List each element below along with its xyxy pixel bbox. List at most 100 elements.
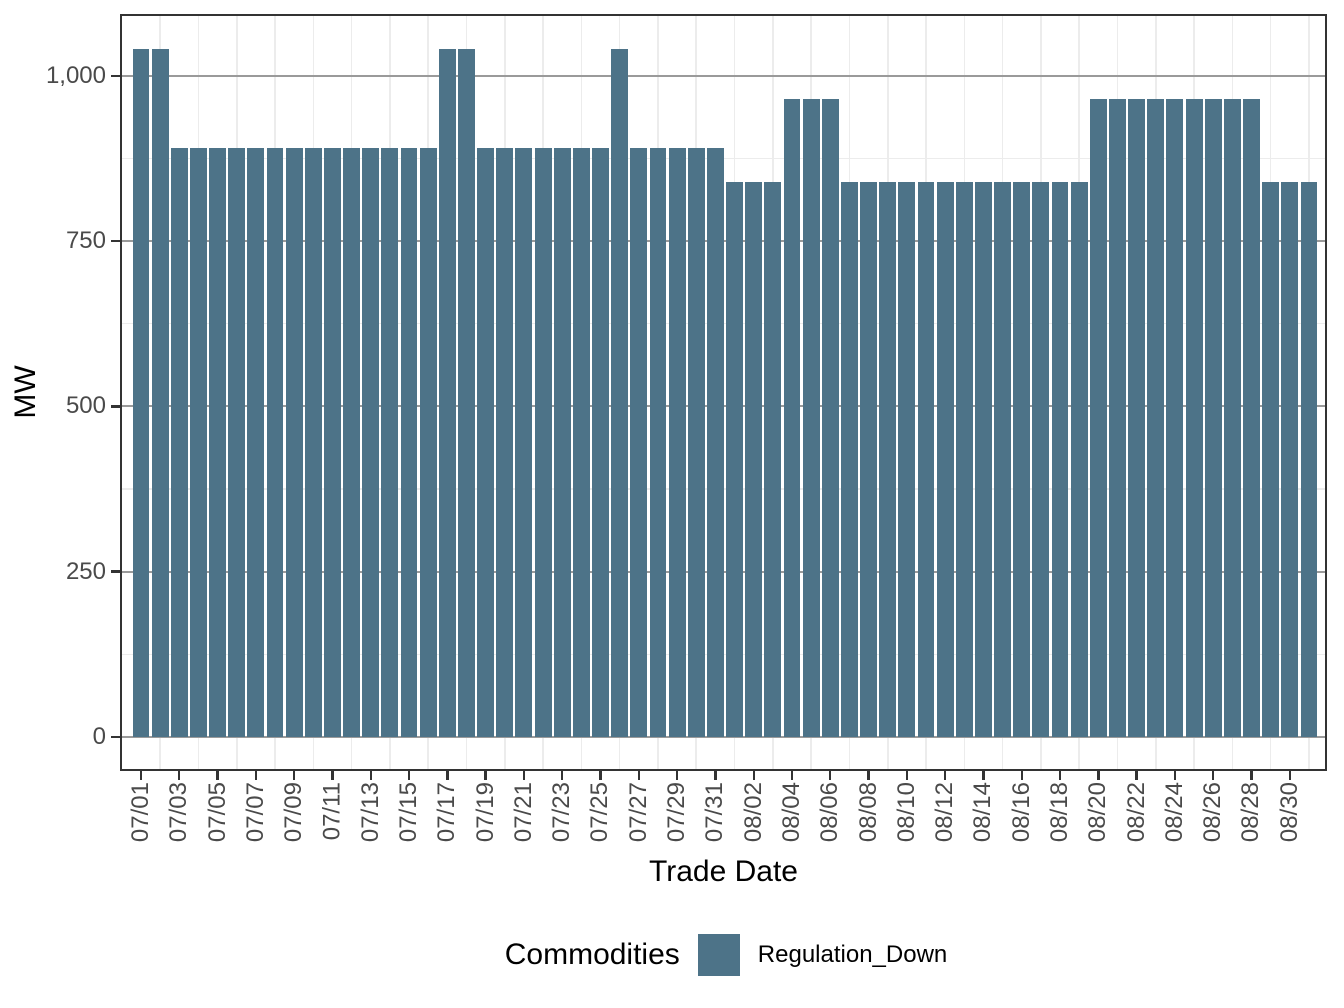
x-tick-label-text: 07/13 — [356, 782, 384, 843]
x-tick-label-text: 08/12 — [931, 782, 959, 843]
x-tick-label-text: 08/16 — [1007, 782, 1035, 843]
x-tick-mark — [139, 771, 143, 780]
bar — [860, 181, 878, 737]
legend-item-label: Regulation_Down — [757, 941, 948, 968]
bar — [1243, 98, 1260, 737]
x-tick-mark — [1135, 771, 1138, 780]
bar — [592, 148, 609, 737]
legend-key-swatch — [697, 934, 740, 976]
bar — [955, 181, 973, 737]
h-gridline-major — [120, 736, 1327, 738]
x-tick-mark — [637, 771, 640, 780]
x-tick-label-text: 08/22 — [1122, 782, 1150, 843]
bar — [189, 148, 207, 737]
x-tick-mark — [1288, 771, 1291, 780]
bar — [668, 148, 686, 737]
x-tick-mark — [943, 771, 947, 780]
x-tick-label-text: 08/24 — [1160, 782, 1188, 843]
bar — [515, 148, 533, 737]
x-tick-label-text: 07/03 — [165, 782, 193, 843]
bar — [1147, 98, 1165, 737]
x-tick-mark — [599, 771, 602, 780]
x-tick-label-text: 07/29 — [663, 782, 691, 843]
bar — [1300, 181, 1318, 737]
x-tick-label-text: 07/11 — [318, 782, 346, 841]
x-tick-mark — [484, 771, 487, 780]
bar — [1281, 181, 1299, 737]
x-tick-label-text: 08/14 — [969, 782, 997, 843]
x-tick-mark — [1058, 771, 1062, 780]
x-tick-mark — [254, 771, 258, 780]
bar — [1089, 98, 1107, 737]
legend-title: Commodities — [504, 938, 680, 971]
x-tick-label-text: 07/15 — [395, 782, 423, 843]
bar — [1185, 98, 1203, 737]
x-tick-mark — [216, 771, 219, 780]
x-tick-label-text: 07/09 — [280, 782, 308, 843]
x-tick-label-text: 07/27 — [624, 782, 652, 843]
x-tick-mark — [1250, 771, 1253, 780]
bar — [1223, 98, 1241, 737]
y-tick-label: 0 — [92, 723, 106, 750]
x-axis-title: Trade Date — [649, 855, 798, 888]
bar — [726, 181, 743, 737]
x-tick-mark — [867, 771, 870, 780]
bar — [247, 148, 265, 737]
bar — [1204, 98, 1222, 737]
x-tick-mark — [369, 771, 372, 780]
x-tick-mark — [331, 771, 334, 780]
x-tick-mark — [714, 771, 717, 780]
x-tick-label-text: 08/26 — [1199, 782, 1227, 843]
bar — [1166, 98, 1184, 737]
bar — [1109, 98, 1126, 737]
x-tick-mark — [829, 771, 832, 780]
bar — [1051, 181, 1069, 737]
x-tick-label-text: 08/06 — [816, 782, 844, 843]
plot-panel — [120, 14, 1327, 771]
x-tick-mark — [982, 771, 985, 780]
bar — [572, 148, 590, 737]
bar — [381, 148, 399, 737]
x-tick-mark — [790, 771, 794, 780]
x-tick-mark — [292, 771, 296, 780]
x-tick-label-text: 08/04 — [777, 782, 805, 843]
x-tick-mark — [522, 771, 526, 780]
x-tick-label-text: 07/23 — [548, 782, 576, 843]
bar — [266, 148, 284, 737]
x-tick-mark — [1097, 771, 1100, 780]
y-tick-label: 750 — [65, 227, 106, 255]
x-tick-mark — [752, 771, 755, 780]
bar — [783, 98, 801, 737]
x-tick-label-text: 08/30 — [1275, 782, 1303, 843]
x-tick-mark — [1212, 771, 1215, 780]
bar — [917, 181, 935, 737]
y-tick-mark — [111, 405, 120, 408]
bar — [285, 148, 303, 737]
bar — [553, 148, 571, 737]
bar — [975, 181, 992, 737]
x-tick-label-text: 08/08 — [854, 782, 882, 843]
x-tick-mark — [675, 771, 679, 780]
bar — [1013, 181, 1031, 737]
x-tick-label-text: 08/10 — [892, 782, 920, 843]
x-tick-mark — [446, 771, 449, 780]
bar — [611, 49, 629, 737]
x-tick-label-text: 07/05 — [203, 782, 231, 843]
y-tick-label: 1,000 — [45, 61, 106, 89]
bar — [687, 148, 705, 737]
x-tick-label-text: 08/02 — [739, 782, 767, 843]
bar — [821, 98, 839, 737]
bar — [343, 148, 361, 737]
bar — [879, 181, 897, 737]
x-tick-label-text: 07/01 — [127, 782, 154, 843]
bar — [630, 148, 648, 737]
bar — [400, 148, 418, 737]
bar — [994, 181, 1012, 737]
y-tick-mark — [111, 74, 120, 77]
y-tick-mark — [111, 570, 120, 573]
bar — [764, 181, 782, 737]
x-tick-label-text: 07/17 — [433, 782, 461, 843]
x-tick-mark — [407, 771, 411, 780]
bar — [324, 148, 341, 737]
